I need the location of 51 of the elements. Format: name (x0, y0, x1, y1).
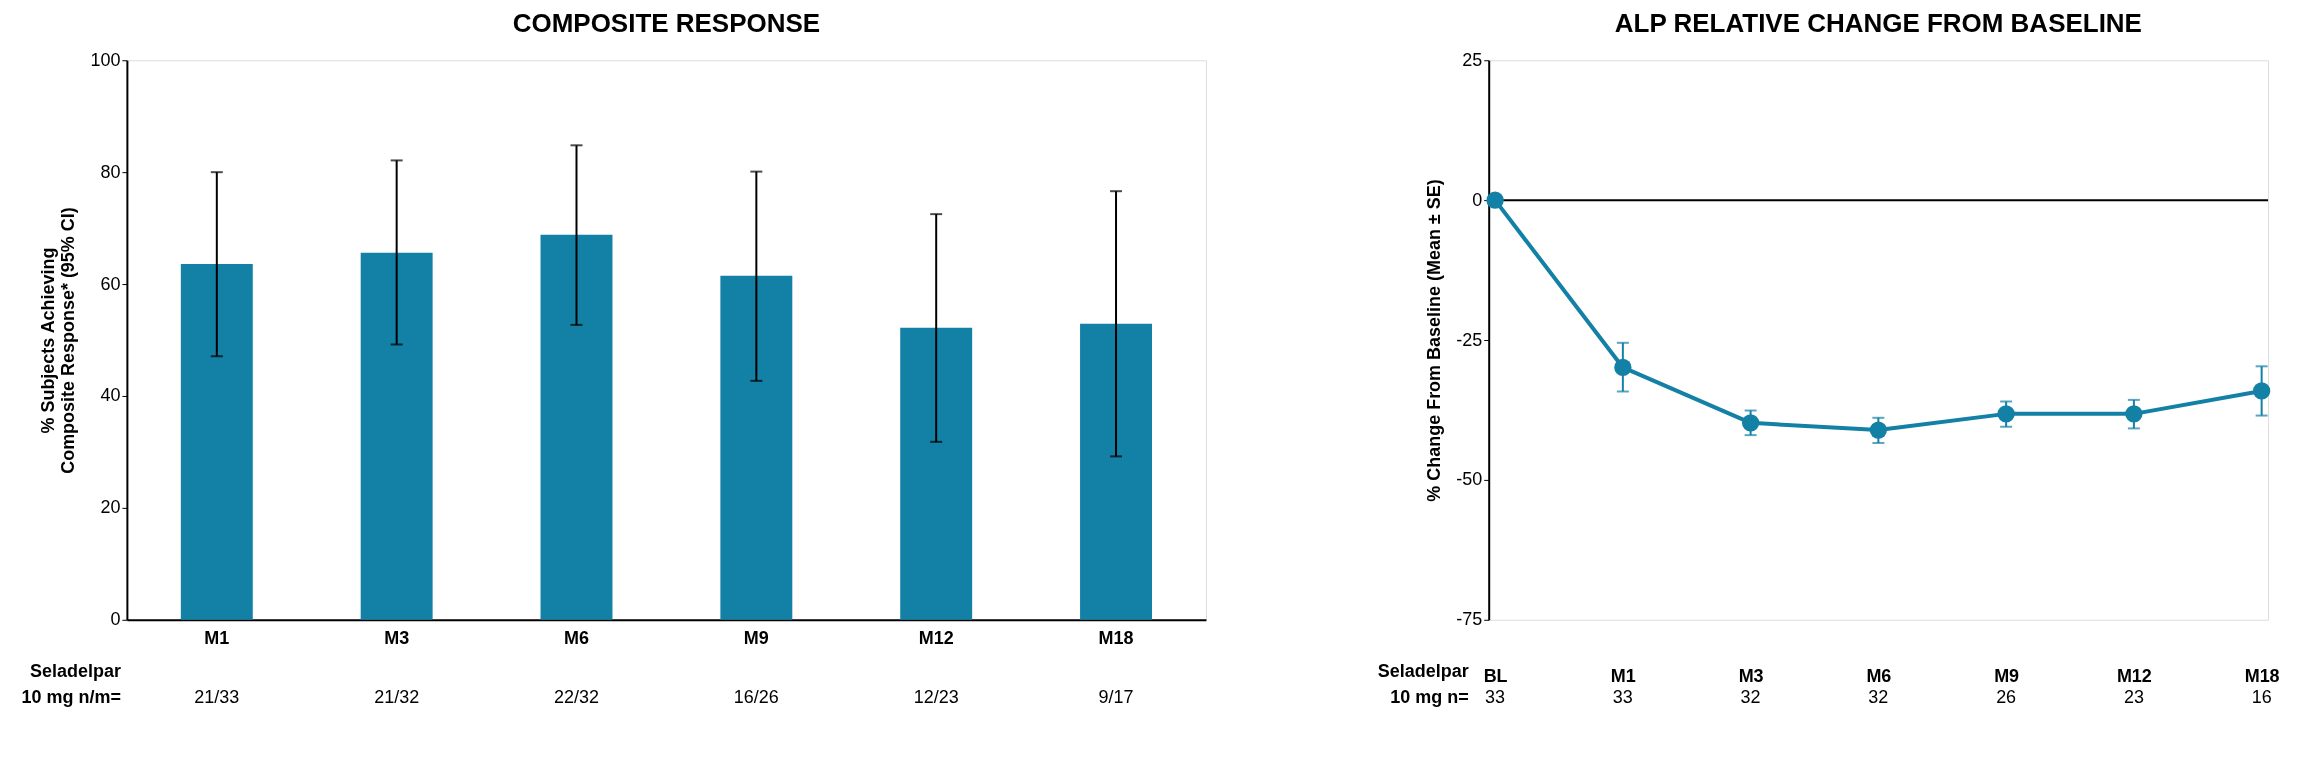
text: 10 mg n/m= (21, 686, 121, 707)
x-tick-label: M6 (1866, 666, 1892, 687)
x-tick-label: M9 (743, 628, 769, 649)
bar (540, 234, 613, 620)
bar (360, 252, 433, 620)
x-tick-label: M18 (2244, 666, 2280, 687)
x-tick-label: M6 (564, 628, 589, 649)
y-axis-title: % Change From Baseline (Mean ± SE) (1424, 179, 1445, 502)
y-tick-label: 0 (110, 609, 121, 630)
text: Seladelpar (1377, 660, 1469, 681)
text: 22/32 (554, 686, 599, 707)
chart-title: COMPOSITE RESPONSE (512, 8, 821, 39)
text: 16/26 (733, 686, 779, 707)
y-tick-label: -75 (1456, 609, 1483, 630)
y-axis-title: % Subjects Achieving Composite Response* (95% CI) (38, 207, 79, 474)
y-tick-label: 20 (100, 497, 121, 518)
x-tick-label: BL (1483, 666, 1508, 687)
text: 12/23 (913, 686, 959, 707)
bar (720, 275, 793, 620)
text: 26 (1996, 686, 2017, 707)
text: 32 (1740, 686, 1761, 707)
x-tick-label: M1 (1610, 666, 1636, 687)
y-tick-label: 80 (100, 161, 121, 182)
text: 32 (1868, 686, 1889, 707)
y-tick-label: 25 (1462, 49, 1483, 70)
y-tick-label: -25 (1456, 329, 1483, 350)
text: 21/33 (194, 686, 240, 707)
y-tick-label: 40 (100, 385, 121, 406)
y-tick-label: 0 (1472, 189, 1483, 210)
text: 9/17 (1098, 686, 1134, 707)
x-tick-label: M18 (1098, 628, 1134, 649)
text: 10 mg n= (1390, 686, 1469, 707)
text: 23 (2123, 686, 2144, 707)
bar (180, 263, 253, 620)
x-tick-label: M9 (1994, 666, 2020, 687)
chart-title: ALP RELATIVE CHANGE FROM BASELINE (1614, 8, 2142, 39)
y-tick-label: 100 (90, 49, 121, 70)
y-tick-label: -50 (1456, 469, 1483, 490)
x-tick-label: M12 (918, 628, 954, 649)
text: Seladelpar (30, 660, 121, 681)
text: 33 (1485, 686, 1506, 707)
y-tick-label: 60 (100, 273, 121, 294)
text: 16 (2251, 686, 2272, 707)
text: 33 (1612, 686, 1633, 707)
x-tick-label: M1 (204, 628, 230, 649)
bar (1080, 323, 1152, 620)
text: 21/32 (374, 686, 420, 707)
x-tick-label: M12 (2116, 666, 2152, 687)
x-tick-label: M3 (384, 628, 410, 649)
x-tick-label: M3 (1738, 666, 1764, 687)
bar (900, 327, 973, 620)
